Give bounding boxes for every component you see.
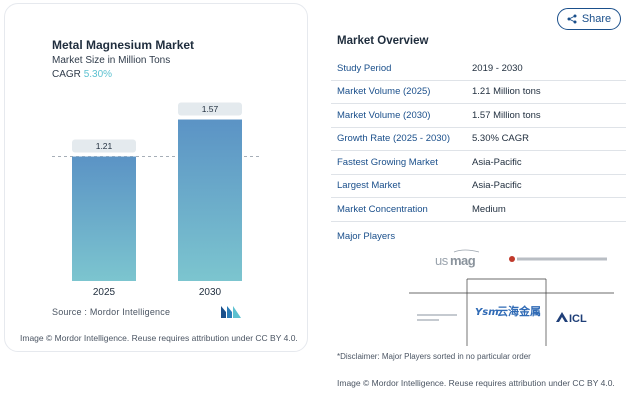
overview-row-study-period: Study Period 2019 - 2030: [331, 57, 626, 81]
overview-value: Medium: [472, 203, 506, 215]
bar-chart: 1.21 2025 1.57 2030: [52, 102, 262, 298]
overview-row-largest-market: Largest Market Asia-Pacific: [331, 175, 626, 198]
svg-text:mag: mag: [450, 253, 476, 268]
players-disclaimer: *Disclaimer: Major Players sorted in no …: [337, 352, 531, 361]
source-text: Source : Mordor Intelligence: [52, 307, 171, 317]
yunhai-logo-icon: Ysm 云海金属: [475, 304, 541, 318]
overview-row-growth-rate: Growth Rate (2025 - 2030) 5.30% CAGR: [331, 128, 626, 151]
overview-value: Asia-Pacific: [472, 156, 522, 168]
nevada-clean-magnesium-logo-icon: [417, 314, 457, 321]
overview-label[interactable]: Study Period: [337, 62, 392, 74]
overview-value: 2019 - 2030: [472, 62, 523, 74]
overview-label[interactable]: Market Concentration: [337, 203, 428, 215]
overview-value: 1.57 Million tons: [472, 109, 541, 121]
share-label: Share: [581, 13, 612, 25]
overview-label[interactable]: Market Volume (2025): [337, 86, 431, 98]
svg-text:Ysm: Ysm: [475, 307, 499, 318]
icl-logo-icon: ICL: [556, 312, 587, 325]
bar-2030: [178, 119, 242, 281]
overview-row-fastest-growing: Fastest Growing Market Asia-Pacific: [331, 151, 626, 175]
overview-row-volume-2025: Market Volume (2025) 1.21 Million tons: [331, 81, 626, 104]
share-icon: [567, 14, 577, 24]
major-players-label[interactable]: Major Players: [337, 231, 396, 242]
usmag-logo-icon: us mag: [435, 249, 480, 268]
overview-label[interactable]: Largest Market: [337, 180, 401, 192]
overview-table: Study Period 2019 - 2030 Market Volume (…: [331, 57, 626, 222]
overview-value: 1.21 Million tons: [472, 86, 541, 98]
share-button[interactable]: Share: [557, 8, 621, 30]
chart-card: [4, 3, 308, 352]
cagr-value: 5.30%: [83, 69, 113, 80]
data-label-pill: [178, 102, 242, 116]
cagr-row: CAGR 5.30%: [52, 69, 112, 80]
chart-subtitle: Market Size in Million Tons: [52, 55, 171, 66]
tonghui-logo-icon: [509, 256, 607, 262]
cagr-label: CAGR: [52, 69, 81, 80]
x-tick-2030: 2030: [199, 287, 222, 298]
svg-text:us: us: [435, 253, 449, 268]
x-tick-2025: 2025: [93, 287, 116, 298]
data-label-2030: 1.57: [202, 104, 219, 114]
overview-label[interactable]: Growth Rate (2025 - 2030): [337, 133, 451, 145]
overview-label[interactable]: Fastest Growing Market: [337, 156, 438, 168]
overview-attribution: Image © Mordor Intelligence. Reuse requi…: [337, 378, 615, 388]
data-label-2025: 1.21: [96, 141, 113, 151]
svg-text:ICL: ICL: [569, 313, 587, 325]
svg-text:云海金属: 云海金属: [497, 304, 541, 318]
overview-value: Asia-Pacific: [472, 180, 522, 192]
mordor-logo-icon: [221, 306, 241, 318]
chart-attribution: Image © Mordor Intelligence. Reuse requi…: [20, 333, 298, 343]
data-label-pill: [72, 139, 136, 153]
chart-title: Metal Magnesium Market: [52, 38, 195, 52]
overview-row-concentration: Market Concentration Medium: [331, 198, 626, 222]
overview-row-volume-2030: Market Volume (2030) 1.57 Million tons: [331, 104, 626, 128]
bar-2025: [72, 156, 136, 281]
major-players-grid: us mag Ysm 云海金属 ICL: [409, 249, 614, 346]
overview-label[interactable]: Market Volume (2030): [337, 109, 431, 121]
overview-title: Market Overview: [337, 35, 429, 47]
overview-value: 5.30% CAGR: [472, 133, 530, 145]
